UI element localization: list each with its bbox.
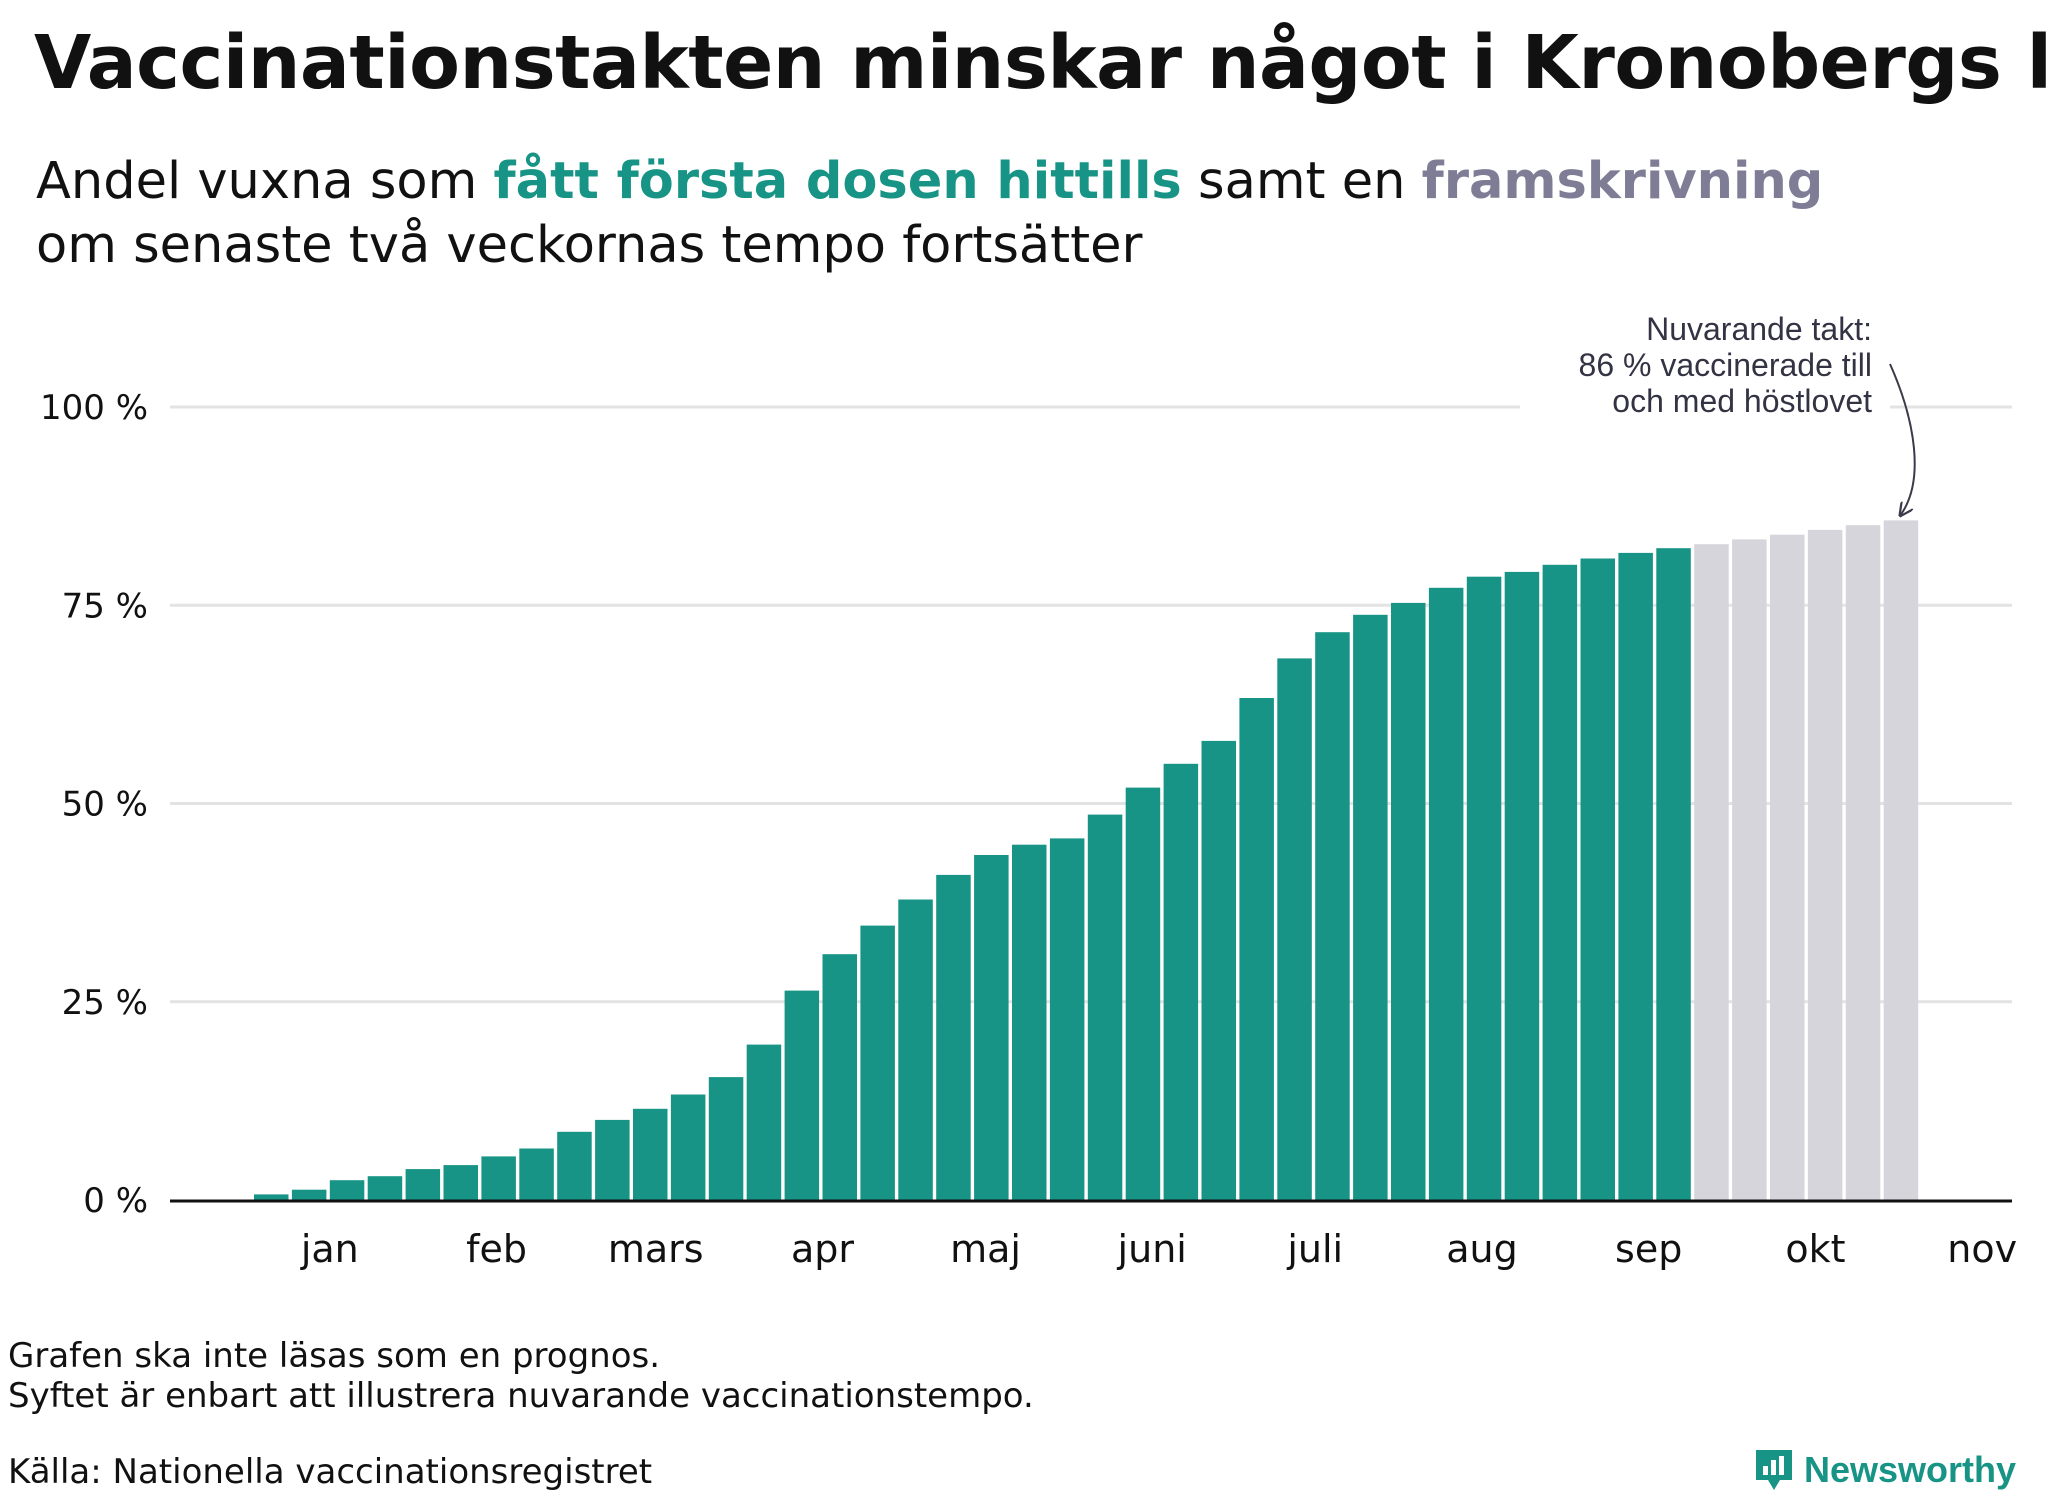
bar (291, 1189, 327, 1200)
x-tick-label: maj (950, 1227, 1021, 1271)
bar (1239, 698, 1274, 1200)
subtitle-text-2: samt en (1181, 152, 1422, 211)
x-tick-label: okt (1785, 1227, 1845, 1271)
chart-title: Vaccinationstakten minskar något i Krono… (34, 20, 2048, 106)
bar (974, 855, 1009, 1200)
bar (1049, 838, 1085, 1200)
x-tick-label: aug (1446, 1227, 1518, 1271)
bar (481, 1156, 516, 1200)
bar (822, 954, 857, 1200)
subtitle-text-1: Andel vuxna som (36, 152, 494, 211)
bar (1163, 763, 1199, 1200)
bar-chart: 0 % 25 % 50 % 75 % 100 % jan feb mars apr maj jun… (40, 302, 2017, 1271)
bar (633, 1108, 668, 1200)
bar (1201, 740, 1236, 1200)
footnote-line-2: Syftet är enbart att illustrera nuvarand… (8, 1376, 1034, 1416)
bar (1428, 587, 1464, 1200)
bar (1125, 787, 1161, 1200)
x-tick-label: feb (466, 1227, 527, 1271)
bar (595, 1119, 630, 1200)
annotation-line: Nuvarande takt: (1646, 311, 1872, 347)
bar (1732, 539, 1767, 1200)
bar (1580, 558, 1615, 1200)
bar (860, 925, 895, 1200)
footnote-line-1: Grafen ska inte läsas som en prognos. (8, 1336, 661, 1376)
bar (1012, 844, 1047, 1200)
bar (784, 990, 820, 1200)
chart-subtitle: Andel vuxna som fått första dosen hittil… (36, 150, 1823, 278)
x-tick-label: nov (1947, 1227, 2017, 1271)
y-tick-label: 50 % (62, 785, 148, 825)
source-note: Källa: Nationella vaccinationsregistret (8, 1452, 653, 1492)
bar (1618, 552, 1653, 1200)
bar (1807, 529, 1843, 1200)
x-tick-label: apr (791, 1227, 854, 1271)
bars (254, 520, 1919, 1200)
x-tick-label: juni (1117, 1227, 1187, 1271)
brand-name: Newsworthy (1804, 1449, 2017, 1490)
bar (405, 1169, 441, 1200)
annotation-text: Nuvarande takt: 86 % vaccinerade till och … (1579, 311, 1873, 419)
bar (519, 1148, 554, 1200)
x-tick-label: juli (1286, 1227, 1343, 1271)
bar (443, 1165, 478, 1200)
y-axis-ticks: 0 % 25 % 50 % 75 % 100 % (40, 388, 148, 1221)
newsworthy-logo[interactable]: Newsworthy (1754, 1448, 2016, 1492)
bar (1504, 571, 1540, 1200)
bar (708, 1077, 744, 1200)
bar (898, 899, 933, 1200)
annotation-arrow (1889, 363, 1916, 514)
y-tick-label: 0 % (83, 1181, 148, 1221)
bar (1315, 632, 1350, 1200)
bar (1542, 564, 1578, 1200)
bar (670, 1094, 706, 1200)
bar (1466, 576, 1502, 1200)
bar (254, 1194, 289, 1200)
annotation-background (1520, 302, 1890, 420)
bar (329, 1180, 365, 1200)
x-tick-label: jan (300, 1227, 359, 1271)
bar (1770, 534, 1805, 1200)
bar (746, 1044, 782, 1200)
bar (367, 1176, 403, 1200)
y-tick-label: 75 % (62, 586, 148, 626)
subtitle-highlight-projection: framskrivning (1421, 152, 1824, 211)
bar (936, 874, 971, 1200)
x-tick-label: sep (1615, 1227, 1682, 1271)
annotation: Nuvarande takt: 86 % vaccinerade till och … (1520, 302, 1916, 514)
bar (1391, 602, 1426, 1200)
subtitle-line-1: Andel vuxna som fått första dosen hittil… (36, 150, 1823, 214)
bar (1883, 520, 1919, 1200)
x-axis-months: jan feb mars apr maj juni juli aug sep okt nov (300, 1227, 2017, 1271)
bar (1845, 525, 1881, 1200)
y-tick-label: 25 % (62, 983, 148, 1023)
annotation-line: och med höstlovet (1612, 383, 1872, 419)
x-tick-label: mars (608, 1227, 704, 1271)
subtitle-highlight-actual: fått första dosen hittills (493, 152, 1182, 211)
bar (1277, 658, 1312, 1200)
bar (1694, 544, 1729, 1200)
newsworthy-icon (1756, 1450, 1792, 1490)
annotation-line: 86 % vaccinerade till (1579, 347, 1872, 383)
bar (1353, 614, 1388, 1200)
y-tick-label: 100 % (40, 388, 148, 428)
bar (1656, 548, 1691, 1200)
footnote: Grafen ska inte läsas som en prognos. Sy… (8, 1336, 1034, 1416)
bar (557, 1131, 592, 1200)
subtitle-line-2: om senaste två veckornas tempo fortsätte… (36, 216, 1143, 275)
bar (1087, 814, 1123, 1200)
